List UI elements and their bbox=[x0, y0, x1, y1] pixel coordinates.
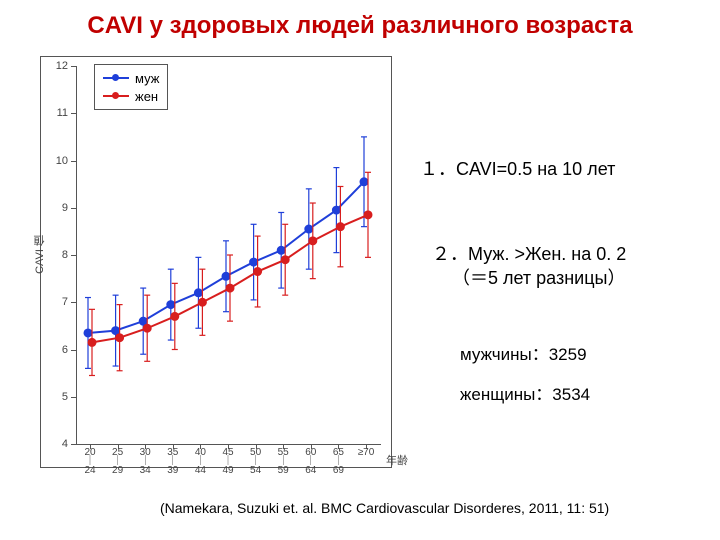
y-tick bbox=[71, 208, 76, 209]
series-marker-female bbox=[254, 268, 262, 276]
x-tick-label: ≥70 bbox=[353, 448, 379, 457]
y-tick-label: 5 bbox=[48, 391, 68, 403]
y-tick bbox=[71, 350, 76, 351]
series-marker-female bbox=[116, 334, 124, 342]
y-tick bbox=[71, 302, 76, 303]
y-tick bbox=[71, 397, 76, 398]
x-tick-label: 45 ｜ 49 bbox=[215, 448, 241, 475]
x-tick-label: 20 ｜ 24 bbox=[77, 448, 103, 475]
x-tick-label: 25 ｜ 29 bbox=[105, 448, 131, 475]
x-tick-label: 30 ｜ 34 bbox=[132, 448, 158, 475]
y-tick-label: 10 bbox=[48, 155, 68, 167]
x-tick-label: 50 ｜ 54 bbox=[243, 448, 269, 475]
y-tick-label: 6 bbox=[48, 344, 68, 356]
y-tick-label: 11 bbox=[48, 107, 68, 119]
y-tick bbox=[71, 161, 76, 162]
series-marker-female bbox=[88, 338, 96, 346]
series-marker-male bbox=[84, 329, 92, 337]
annotation-text: １．CAVI=0.5 на 10 лет bbox=[420, 155, 615, 181]
annotation-text: мужчины：3259 bbox=[460, 340, 587, 365]
series-marker-female bbox=[336, 223, 344, 231]
series-marker-male bbox=[332, 206, 340, 214]
series-marker-female bbox=[198, 298, 206, 306]
y-tick-label: 12 bbox=[48, 60, 68, 72]
series-marker-male bbox=[277, 246, 285, 254]
series-marker-male bbox=[305, 225, 313, 233]
series-marker-male bbox=[360, 178, 368, 186]
series-marker-female bbox=[143, 324, 151, 332]
x-tick-label: 35 ｜ 39 bbox=[160, 448, 186, 475]
y-tick bbox=[71, 113, 76, 114]
citation-text: (Namekara, Suzuki et. al. BMC Cardiovasc… bbox=[160, 500, 609, 516]
x-tick-label: 55 ｜ 59 bbox=[270, 448, 296, 475]
y-tick bbox=[71, 444, 76, 445]
series-marker-female bbox=[226, 284, 234, 292]
annotation-text: женщины：3534 bbox=[460, 380, 590, 405]
y-tick bbox=[71, 255, 76, 256]
y-tick bbox=[71, 66, 76, 67]
series-marker-male bbox=[250, 258, 258, 266]
series-marker-male bbox=[194, 289, 202, 297]
annotation-text: （＝5 лет разницы） bbox=[452, 264, 626, 290]
x-tick-label: 60 ｜ 64 bbox=[298, 448, 324, 475]
y-tick-label: 8 bbox=[48, 249, 68, 261]
series-marker-female bbox=[309, 237, 317, 245]
series-marker-female bbox=[364, 211, 372, 219]
x-tick-label: 40 ｜ 44 bbox=[187, 448, 213, 475]
y-tick-label: 9 bbox=[48, 202, 68, 214]
series-marker-female bbox=[281, 256, 289, 264]
y-tick-label: 7 bbox=[48, 296, 68, 308]
series-marker-female bbox=[171, 312, 179, 320]
x-tick-label: 65 ｜ 69 bbox=[325, 448, 351, 475]
y-tick-label: 4 bbox=[48, 438, 68, 450]
annotation-text: ２．Муж. >Жен. на 0. 2 bbox=[432, 240, 626, 266]
series-marker-male bbox=[222, 272, 230, 280]
series-marker-male bbox=[167, 301, 175, 309]
